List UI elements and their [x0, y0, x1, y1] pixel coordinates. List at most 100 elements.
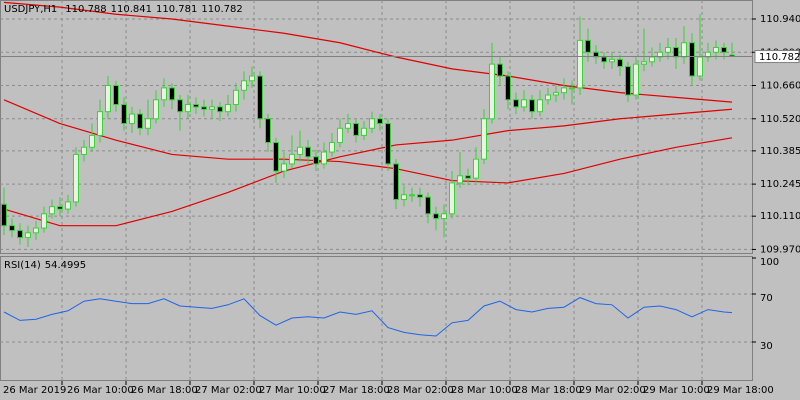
- candle-body: [289, 153, 295, 165]
- candle-body: [505, 75, 511, 101]
- ohlc-text: 110.841: [111, 4, 152, 15]
- candle-body: [25, 232, 31, 239]
- x-tick-label: 26 Mar 2019: [3, 385, 66, 396]
- candle-body: [137, 113, 143, 129]
- candle-body: [697, 56, 703, 77]
- candle-body: [225, 104, 231, 113]
- x-tick-label: 26 Mar 18:00: [131, 385, 198, 396]
- candle-body: [337, 127, 343, 144]
- ohlc-text: 110.788: [65, 4, 106, 15]
- candle-body: [649, 56, 655, 63]
- candle-body: [177, 99, 183, 113]
- candle-body: [121, 104, 127, 125]
- moving-average-line: [3, 1, 733, 103]
- candle-body: [233, 89, 239, 106]
- candle-body: [721, 47, 727, 53]
- rsi-value: 54.4995: [45, 260, 86, 271]
- rsi-panel: [0, 256, 753, 381]
- candle-body: [209, 106, 215, 110]
- candle-body: [329, 142, 335, 153]
- candle-body: [393, 163, 399, 201]
- x-tick-label: 29 Mar 18:00: [707, 385, 774, 396]
- x-tick-label: 28 Mar 02:00: [387, 385, 454, 396]
- candle-body: [377, 118, 383, 125]
- candle-body: [361, 127, 367, 136]
- candle-body: [665, 47, 671, 53]
- candle-body: [353, 123, 359, 136]
- y-tick-label: 110.520: [760, 114, 800, 125]
- candle-body: [625, 66, 631, 96]
- main-plot: USDJPY,H1 110.788 110.841 110.781 110.782: [0, 0, 752, 253]
- candle-body: [569, 87, 575, 90]
- y-tick-label: 109.970: [760, 244, 800, 255]
- rsi-label: RSI(14) 54.4995: [4, 260, 86, 271]
- candle-body: [193, 104, 199, 108]
- candle-body: [561, 87, 567, 94]
- moving-average-line: [3, 99, 733, 184]
- candle-body: [617, 58, 623, 68]
- candle-body: [385, 123, 391, 165]
- candle-body: [273, 142, 279, 172]
- candle-body: [441, 213, 447, 220]
- x-tick-label: 28 Mar 18:00: [515, 385, 582, 396]
- candle-body: [305, 146, 311, 158]
- candle-body: [49, 206, 55, 215]
- x-tick-label: 27 Mar 10:00: [259, 385, 326, 396]
- candle-body: [97, 111, 103, 136]
- candle-body: [145, 118, 151, 129]
- x-tick-label: 26 Mar 10:00: [67, 385, 134, 396]
- candle-body: [417, 194, 423, 198]
- candle-body: [89, 134, 95, 148]
- candle-body: [449, 182, 455, 215]
- candle-body: [249, 75, 255, 82]
- candle-body: [369, 118, 375, 129]
- candle-body: [513, 99, 519, 108]
- candle-body: [297, 146, 303, 155]
- ohlc-text: 110.782: [201, 4, 242, 15]
- y-tick-label: 110.940: [760, 14, 800, 25]
- x-tick-label: 29 Mar 10:00: [643, 385, 710, 396]
- x-tick-label: 27 Mar 02:00: [195, 385, 262, 396]
- candle-body: [689, 42, 695, 77]
- ohlc-text: USDJPY,H1: [4, 4, 57, 15]
- rsi-line: [3, 297, 733, 337]
- candle-body: [681, 42, 687, 58]
- candle-body: [153, 99, 159, 120]
- candle-body: [713, 47, 719, 53]
- x-tick-label: 29 Mar 02:00: [579, 385, 646, 396]
- candle-body: [313, 156, 319, 165]
- candle-body: [73, 153, 79, 203]
- candle-body: [545, 94, 551, 101]
- candle-body: [673, 47, 679, 58]
- candle-body: [553, 92, 559, 96]
- candle-body: [41, 213, 47, 229]
- candle-body: [1, 203, 7, 227]
- candle-body: [433, 213, 439, 220]
- candle-body: [529, 99, 535, 113]
- candle-body: [633, 63, 639, 96]
- main-panel: [0, 0, 753, 254]
- candle-body: [81, 146, 87, 155]
- candle-body: [481, 118, 487, 160]
- candle-body: [321, 151, 327, 165]
- candle-body: [457, 175, 463, 184]
- candle-body: [473, 158, 479, 179]
- y-tick-label: 110.385: [760, 146, 800, 157]
- candle-body: [33, 227, 39, 234]
- rsi-plot: RSI(14) 54.4995: [0, 257, 752, 380]
- candle-body: [9, 225, 15, 231]
- y-tick-label: 70: [760, 293, 773, 304]
- candle-body: [521, 99, 527, 108]
- candle-body: [601, 56, 607, 63]
- candle-body: [537, 99, 543, 113]
- candle-body: [257, 75, 263, 120]
- candle-body: [585, 39, 591, 53]
- candle-body: [465, 175, 471, 179]
- candle-body: [425, 196, 431, 215]
- candle-body: [65, 201, 71, 210]
- candle-body: [345, 123, 351, 129]
- candle-body: [105, 85, 111, 113]
- x-tick-label: 28 Mar 10:00: [451, 385, 518, 396]
- candle-body: [409, 194, 415, 197]
